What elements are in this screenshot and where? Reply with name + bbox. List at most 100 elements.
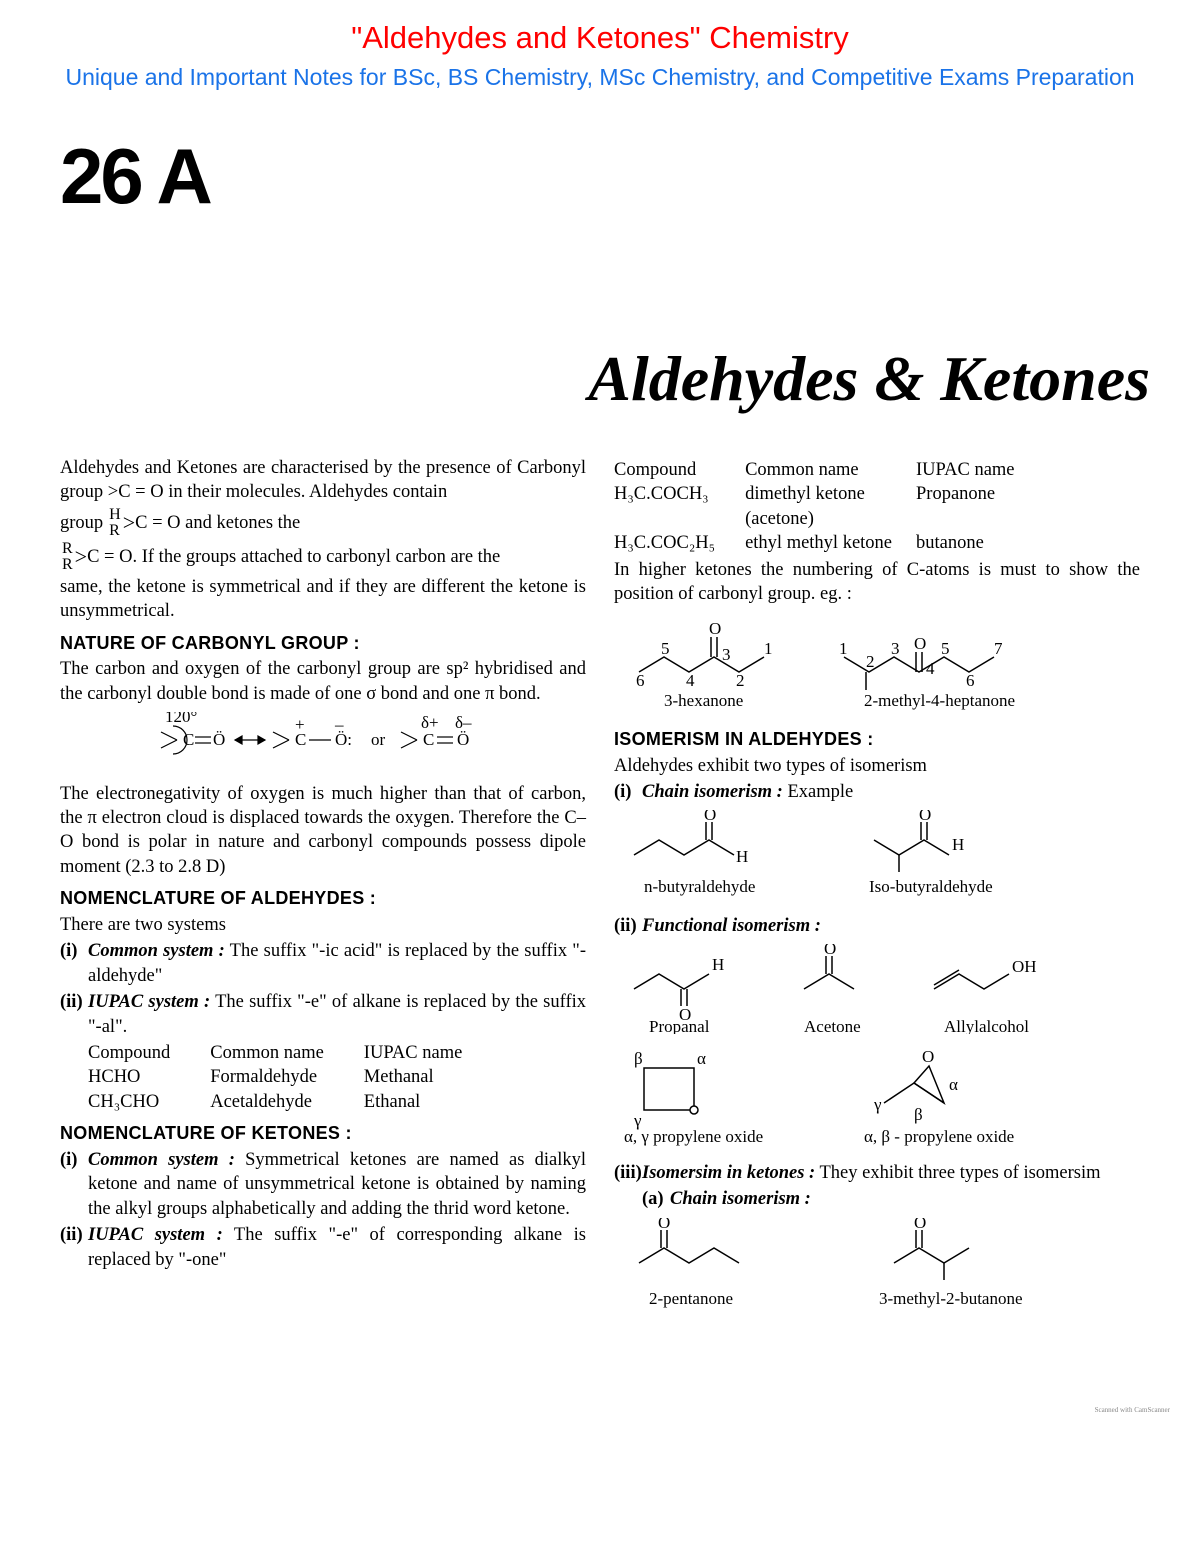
word-group: group <box>60 511 103 535</box>
table-cell: ethyl methyl ketone <box>745 531 892 555</box>
table-cell: HCHO <box>88 1065 170 1089</box>
table-cell: H₃C.COCH₃ <box>614 482 715 506</box>
list-number: (i) <box>614 780 642 804</box>
intro-paragraph: Aldehydes and Ketones are characterised … <box>60 456 586 505</box>
svg-text:Acetone: Acetone <box>804 1017 861 1034</box>
svg-text:O: O <box>922 1048 934 1066</box>
svg-text:O: O <box>914 634 926 653</box>
item-head: Common system : <box>88 1150 235 1170</box>
svg-text:α: α <box>697 1049 706 1068</box>
ketone-chain-isomerism-diagram: O O 2-pentanone 3-methyl-2-butanone <box>614 1218 1140 1320</box>
svg-text:O: O <box>919 810 931 824</box>
svg-text:Propanal: Propanal <box>649 1017 710 1034</box>
nomald-intro: There are two systems <box>60 913 586 937</box>
table-header: Common name <box>745 458 892 482</box>
list-number: (i) <box>60 1148 88 1221</box>
list-number: (ii) <box>614 914 642 938</box>
table-cell: Ethanal <box>364 1090 463 1114</box>
item-head: Common system : <box>88 941 225 961</box>
table-header: Compound <box>88 1041 170 1065</box>
table-header: Compound <box>614 458 715 482</box>
angle-icon: > <box>75 542 87 571</box>
nomket-item-1: (i) Common system : Symmetrical ketones … <box>60 1148 586 1221</box>
ketone-tail: C = O. If the groups attached to carbony… <box>87 545 500 569</box>
svg-text:H: H <box>736 847 748 866</box>
aldehyde-tail: C = O and ketones the <box>135 511 300 535</box>
right-column: Compound H₃C.COCH₃ H₃C.COC₂H₅ Common nam… <box>614 456 1140 1326</box>
table-cell: Formaldehyde <box>210 1065 324 1089</box>
nomket-item-2: (ii) IUPAC system : The suffix "-e" of c… <box>60 1223 586 1272</box>
svg-text:O: O <box>658 1218 670 1232</box>
item-text: Example <box>783 782 853 802</box>
section-isomerism: ISOMERISM IN ALDEHYDES : <box>614 728 1140 752</box>
table-header: Common name <box>210 1041 324 1065</box>
table-header: IUPAC name <box>364 1041 463 1065</box>
scanner-watermark: Scanned with CamScanner <box>20 1406 1170 1414</box>
list-number: (a) <box>642 1187 670 1211</box>
item-head: IUPAC system : <box>88 1225 223 1245</box>
list-number: (iii) <box>614 1161 642 1185</box>
section-nomald: NOMENCLATURE OF ALDEHYDES : <box>60 887 586 911</box>
svg-text:α: α <box>949 1075 958 1094</box>
svg-text:β: β <box>634 1049 643 1068</box>
ketone-table: Compound H₃C.COCH₃ H₃C.COC₂H₅ Common nam… <box>614 458 1140 556</box>
svg-text:3: 3 <box>722 645 731 664</box>
rr-stack: RR <box>62 541 73 573</box>
chapter-label: 26 A <box>60 131 1180 222</box>
left-column: Aldehydes and Ketones are characterised … <box>60 456 586 1326</box>
functional-isomerism-diagram-1: O H O OH Propanal Acetone Allylalcohol <box>614 944 1140 1041</box>
svg-text:O: O <box>709 619 721 638</box>
iso-item-3: (iii) Isomersim in ketones : They exhibi… <box>614 1161 1140 1185</box>
item-head: Chain isomerism : <box>642 782 783 802</box>
aldehyde-table: Compound HCHO CH₃CHO Common name Formald… <box>88 1041 586 1114</box>
svg-text:α, γ propylene oxide: α, γ propylene oxide <box>624 1127 763 1146</box>
svg-text:2: 2 <box>736 671 745 690</box>
ketone-numbering-diagram: O 6 5 4 3 2 1 O 1 2 3 4 5 <box>614 612 1140 719</box>
svg-text:7: 7 <box>994 639 1003 658</box>
svg-text:β: β <box>914 1105 923 1124</box>
svg-text:O: O <box>914 1218 926 1232</box>
table-cell: Propanone <box>916 482 1015 506</box>
svg-text:H: H <box>952 835 964 854</box>
svg-text:δ–: δ– <box>455 713 472 732</box>
aldehyde-group-line: group HR > C = O and ketones the <box>60 507 586 539</box>
svg-text:Allylalcohol: Allylalcohol <box>944 1017 1029 1034</box>
page-title: "Aldehydes and Ketones" Chemistry <box>20 20 1180 56</box>
main-title: Aldehydes & Ketones <box>20 342 1150 416</box>
higher-ketones-text: In higher ketones the numbering of C-ato… <box>614 558 1140 607</box>
hr-stack: HR <box>109 507 121 539</box>
svg-text:+: + <box>295 715 305 734</box>
functional-isomerism-diagram-2: β α γ O γ α β α, γ propylene oxide α, β … <box>614 1048 1140 1155</box>
table-header: IUPAC name <box>916 458 1015 482</box>
svg-text:Ö: Ö <box>457 730 469 749</box>
section-nature: NATURE OF CARBONYL GROUP : <box>60 632 586 656</box>
nature-paragraph-1: The carbon and oxygen of the carbonyl gr… <box>60 657 586 706</box>
svg-text:α, β - propylene oxide: α, β - propylene oxide <box>864 1127 1014 1146</box>
svg-text:O: O <box>824 944 836 958</box>
item-head: IUPAC system : <box>88 992 210 1012</box>
svg-text:120°: 120° <box>165 712 197 726</box>
nature-paragraph-2: The electronegativity of oxygen is much … <box>60 782 586 880</box>
isomerism-intro: Aldehydes exhibit two types of isomerism <box>614 754 1140 778</box>
list-number: (ii) <box>60 990 88 1039</box>
iso-item-2: (ii) Functional isomerism : <box>614 914 1140 938</box>
svg-text:γ: γ <box>873 1095 882 1114</box>
table-cell: dimethyl ketone <box>745 482 892 506</box>
svg-text:3: 3 <box>891 639 900 658</box>
resonance-or: or <box>371 730 386 749</box>
item-head: Chain isomerism : <box>670 1189 811 1209</box>
svg-text:4: 4 <box>926 659 935 678</box>
svg-text:–: – <box>334 715 344 734</box>
table-cell: CH₃CHO <box>88 1090 170 1114</box>
iso-item-3a: (a) Chain isomerism : <box>642 1187 1140 1211</box>
iso-item-1: (i) Chain isomerism : Example <box>614 780 1140 804</box>
svg-text:3-methyl-2-butanone: 3-methyl-2-butanone <box>879 1289 1023 1308</box>
hexanone-label: 3-hexanone <box>664 691 743 710</box>
list-number: (i) <box>60 939 88 988</box>
svg-text:O: O <box>704 810 716 824</box>
svg-text:H: H <box>712 955 724 974</box>
nomald-item-1: (i) Common system : The suffix "-ic acid… <box>60 939 586 988</box>
nomald-item-2: (ii) IUPAC system : The suffix "-e" of a… <box>60 990 586 1039</box>
svg-text:6: 6 <box>636 671 645 690</box>
item-text: They exhibit three types of isomersim <box>815 1163 1100 1183</box>
